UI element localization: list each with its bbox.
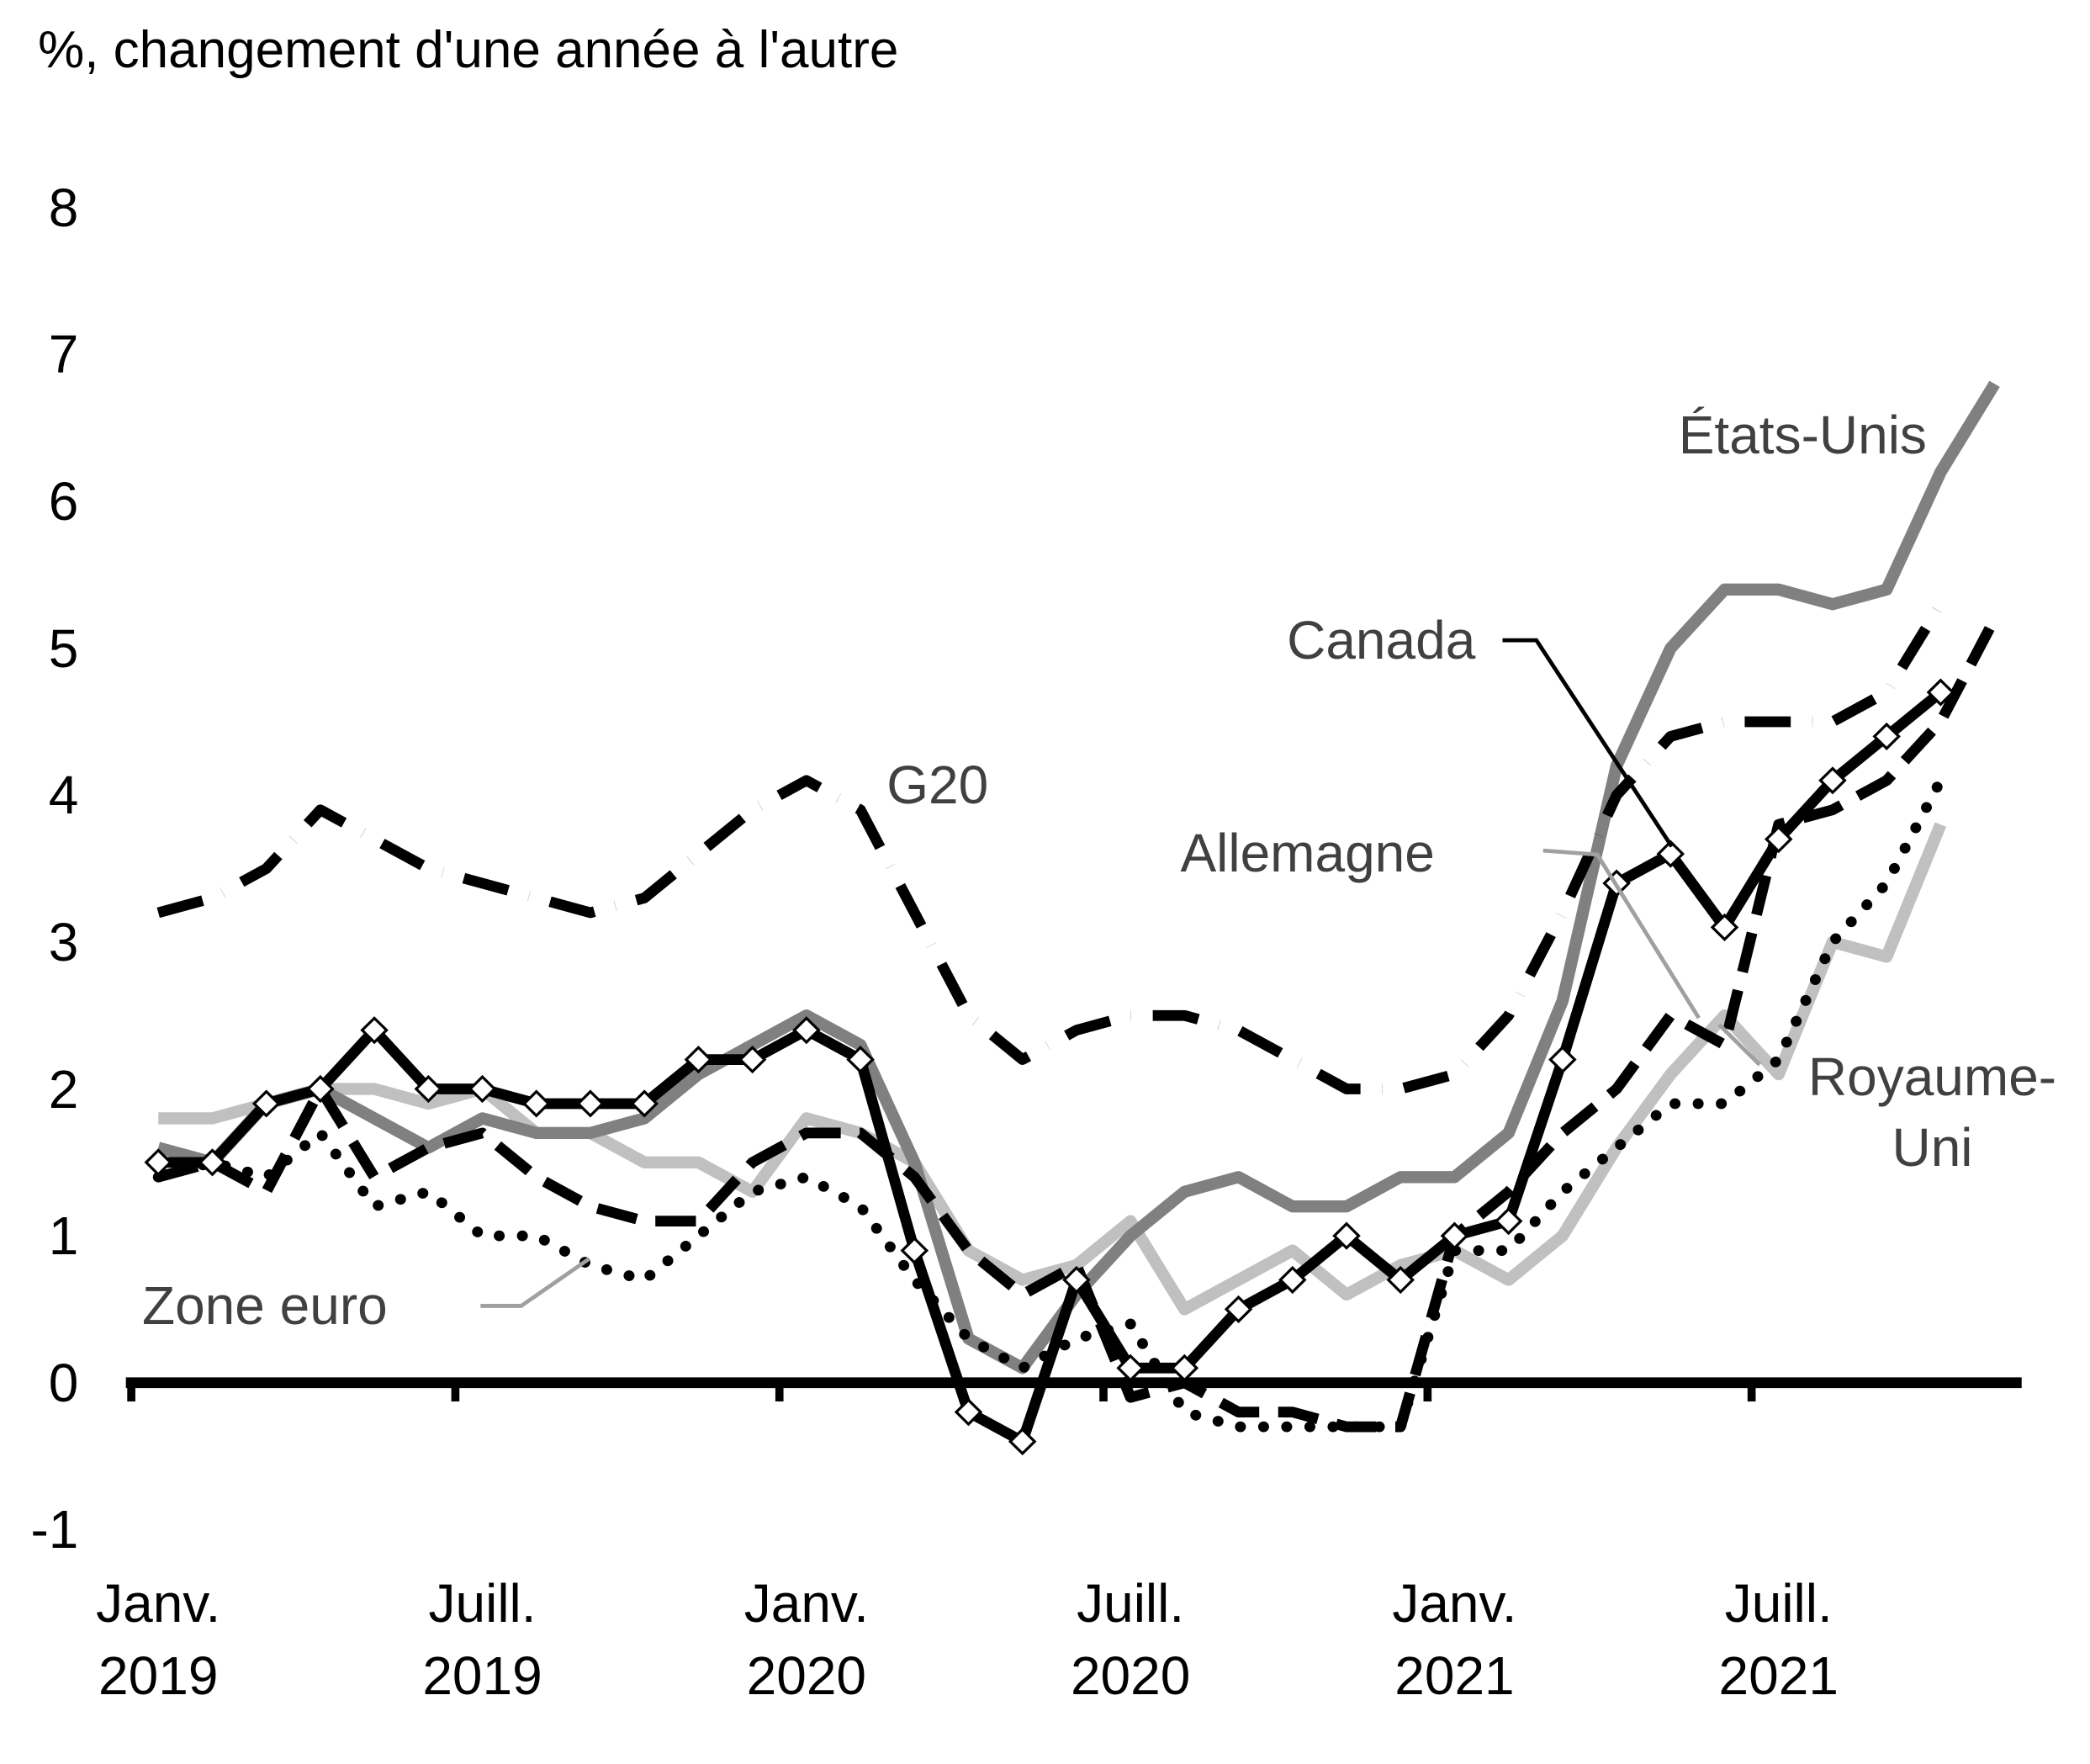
data-marker (1656, 840, 1685, 868)
series-label: Canada (1287, 610, 1476, 671)
data-marker (306, 1074, 335, 1104)
leader-line (480, 1257, 590, 1308)
data-marker (1764, 825, 1793, 854)
data-marker (792, 1016, 821, 1045)
data-marker (1170, 1353, 1199, 1382)
y-tick-label: 5 (48, 617, 79, 679)
data-marker (1440, 1221, 1469, 1250)
x-tick-label: Juill. 2019 (422, 1572, 542, 1706)
data-marker (630, 1089, 659, 1118)
data-marker (738, 1045, 767, 1074)
series-label: Allemagne (1180, 823, 1435, 884)
data-marker (900, 1236, 929, 1265)
data-marker (144, 1148, 172, 1177)
data-marker (1116, 1353, 1145, 1382)
data-marker (576, 1089, 605, 1118)
data-marker (1494, 1207, 1523, 1236)
series-label: États-Unis (1678, 405, 1927, 466)
data-marker (1548, 1045, 1577, 1074)
y-tick-label: 4 (48, 765, 79, 826)
data-marker (1710, 913, 1739, 942)
data-marker (1008, 1428, 1037, 1456)
data-marker (360, 1016, 389, 1045)
data-marker (1278, 1265, 1307, 1295)
series-label: Royaume-Uni (1807, 1046, 2057, 1178)
data-marker (414, 1074, 443, 1104)
series-line (158, 688, 1944, 1447)
y-tick-label: 6 (48, 471, 79, 532)
data-marker (1926, 678, 1955, 707)
y-tick-label: 2 (48, 1058, 79, 1120)
x-tick-label: Juill. 2020 (1070, 1572, 1191, 1706)
data-marker (468, 1074, 497, 1104)
leader-line (1717, 1023, 1761, 1067)
y-axis-title: %, changement d'une année à l'autre (38, 21, 899, 80)
y-tick-label: 7 (48, 324, 79, 385)
data-marker (251, 1089, 281, 1118)
data-marker (1224, 1295, 1253, 1324)
series-line (156, 380, 2000, 1375)
data-marker (198, 1148, 227, 1177)
y-tick-label: 3 (48, 911, 79, 972)
data-marker (521, 1089, 551, 1118)
data-marker (1872, 722, 1901, 751)
y-tick-label: -1 (30, 1499, 79, 1560)
x-tick-label: Janv. 2021 (1392, 1572, 1517, 1706)
leader-line (1502, 638, 1674, 848)
series-line (156, 616, 2000, 1433)
x-tick-label: Janv. 2020 (743, 1572, 869, 1706)
data-marker (1332, 1221, 1361, 1250)
series-label: G20 (886, 755, 989, 816)
y-tick-label: 1 (48, 1205, 79, 1267)
data-marker (1818, 766, 1847, 795)
series-label: Zone euro (141, 1275, 388, 1337)
series-line (158, 822, 1947, 1316)
data-marker (684, 1045, 713, 1074)
x-tick-label: Juill. 2021 (1718, 1572, 1839, 1706)
data-marker (1386, 1265, 1415, 1295)
y-tick-label: 8 (48, 177, 79, 238)
leader-line (1542, 848, 1701, 1020)
data-marker (1062, 1265, 1091, 1295)
data-marker (846, 1045, 875, 1074)
data-marker (954, 1398, 983, 1427)
x-tick-label: Janv. 2019 (96, 1572, 221, 1706)
y-tick-label: 0 (48, 1352, 79, 1413)
